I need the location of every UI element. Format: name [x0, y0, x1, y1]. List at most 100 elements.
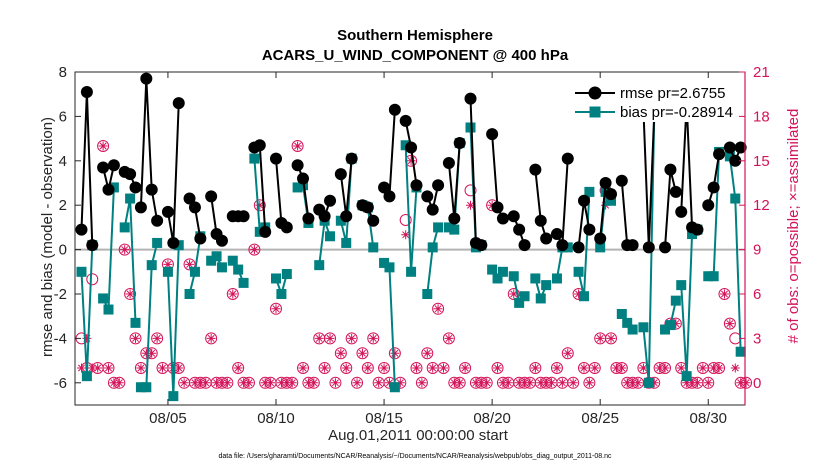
rmse-point	[453, 137, 466, 150]
bias-point	[519, 291, 530, 302]
obs-possible-point	[583, 376, 596, 389]
obs-assimilated-point	[520, 378, 530, 388]
bias-point	[227, 255, 238, 266]
right-y-tick-label: 0	[753, 375, 761, 392]
bias-point	[168, 391, 179, 402]
x-axis-ticks: 08/05 08/10 08/15 08/20 08/25 08/30	[149, 72, 727, 427]
obs-assimilated-point	[379, 363, 389, 373]
obs-possible-point	[248, 243, 261, 256]
right-y-tick-label: 12	[753, 197, 770, 214]
obs-possible-point	[702, 376, 715, 389]
obs-assimilated-point	[114, 378, 124, 388]
obs-assimilated-point	[249, 245, 259, 255]
bias-point	[384, 262, 395, 273]
obs-possible-point	[718, 288, 731, 300]
obs-assimilated-point	[476, 378, 486, 388]
obs-possible-point	[507, 288, 520, 300]
obs-assimilated-point	[217, 378, 227, 388]
obs-possible-point	[345, 332, 358, 345]
y-tick-label: -6	[54, 375, 67, 392]
obs-assimilated-point	[271, 304, 281, 314]
obs-assimilated-point	[341, 363, 351, 373]
rmse-point	[626, 239, 639, 252]
bias-point	[443, 222, 454, 233]
bias-point	[638, 322, 649, 333]
obs-assimilated-point	[444, 333, 454, 343]
x-tick-label: 08/30	[689, 410, 727, 427]
y-tick-label: 4	[59, 153, 67, 170]
rmse-point	[410, 179, 423, 192]
rmse-point	[140, 72, 153, 85]
obs-assimilated-point	[239, 378, 249, 388]
obs-assimilated-point	[482, 378, 492, 388]
obs-assimilated-point	[293, 141, 303, 151]
obs-assimilated-point	[266, 378, 276, 388]
rmse-point	[270, 152, 282, 165]
obs-assimilated-point	[98, 141, 108, 151]
bias-point	[427, 242, 438, 253]
right-y-tick-label: 9	[753, 242, 761, 259]
obs-possible-point	[550, 362, 563, 374]
obs-possible-point	[226, 288, 239, 300]
rmse-point	[659, 241, 672, 254]
obs-possible-point	[318, 362, 331, 374]
rmse-point	[145, 183, 158, 196]
rmse-point	[729, 154, 742, 167]
rmse-point	[421, 190, 434, 203]
obs-assimilated-point	[141, 348, 151, 358]
obs-assimilated-point	[330, 378, 340, 388]
y-tick-label: -2	[54, 286, 67, 303]
x-tick-label: 08/10	[257, 410, 295, 427]
obs-possible-point	[97, 140, 110, 152]
rmse-point	[556, 239, 569, 252]
bias-point	[643, 377, 654, 388]
x-tick-label: 08/05	[149, 410, 187, 427]
obs-assimilated-point	[428, 363, 438, 373]
obs-possible-point	[270, 302, 282, 315]
rmse-point	[405, 141, 418, 154]
obs-assimilated-point	[622, 378, 632, 388]
rmse-point	[134, 201, 147, 214]
bias-point	[616, 308, 627, 319]
obs-assimilated-point	[536, 378, 546, 388]
obs-assimilated-point	[93, 363, 103, 373]
obs-assimilated-point	[541, 378, 551, 388]
obs-assimilated-point	[401, 230, 411, 240]
bias-point	[508, 271, 519, 282]
rmse-point	[599, 177, 612, 189]
right-y-tick-label: 21	[753, 64, 770, 81]
obs-count-layer	[75, 140, 753, 389]
bias-point	[162, 266, 173, 277]
y-tick-label: 2	[59, 197, 67, 214]
obs-assimilated-point	[190, 378, 200, 388]
rmse-point	[367, 214, 380, 227]
rmse-point	[361, 201, 374, 214]
bias-point	[627, 324, 638, 335]
bias-point	[292, 182, 303, 193]
rmse-point	[491, 201, 504, 214]
obs-possible-point	[253, 199, 266, 212]
plot-area: 08/05 08/10 08/15 08/20 08/25 08/30 -6 -4 -2 0 2 4…	[54, 64, 770, 427]
obs-assimilated-point	[671, 319, 681, 329]
obs-possible-point	[86, 273, 99, 286]
rmse-point	[669, 185, 682, 198]
bias-point	[551, 273, 562, 284]
obs-possible-point	[588, 362, 601, 374]
obs-possible-point	[102, 362, 115, 374]
obs-assimilated-point	[195, 378, 205, 388]
legend-rmse-marker	[588, 86, 602, 100]
obs-assimilated-point	[601, 200, 611, 210]
data-file-footnote: data file: /Users/gharamti/Documents/NCA…	[218, 453, 612, 460]
obs-possible-point	[432, 302, 445, 315]
obs-assimilated-point	[303, 378, 313, 388]
obs-assimilated-point	[158, 363, 168, 373]
legend: rmse pr=2.6755 bias pr=-0.28914	[571, 82, 737, 122]
bias-point	[389, 382, 400, 393]
bias-point	[535, 293, 546, 304]
rmse-point	[507, 210, 520, 223]
rmse-point	[605, 188, 617, 201]
obs-possible-point	[329, 376, 342, 389]
bias-point	[249, 153, 260, 164]
obs-assimilated-point	[714, 363, 724, 373]
